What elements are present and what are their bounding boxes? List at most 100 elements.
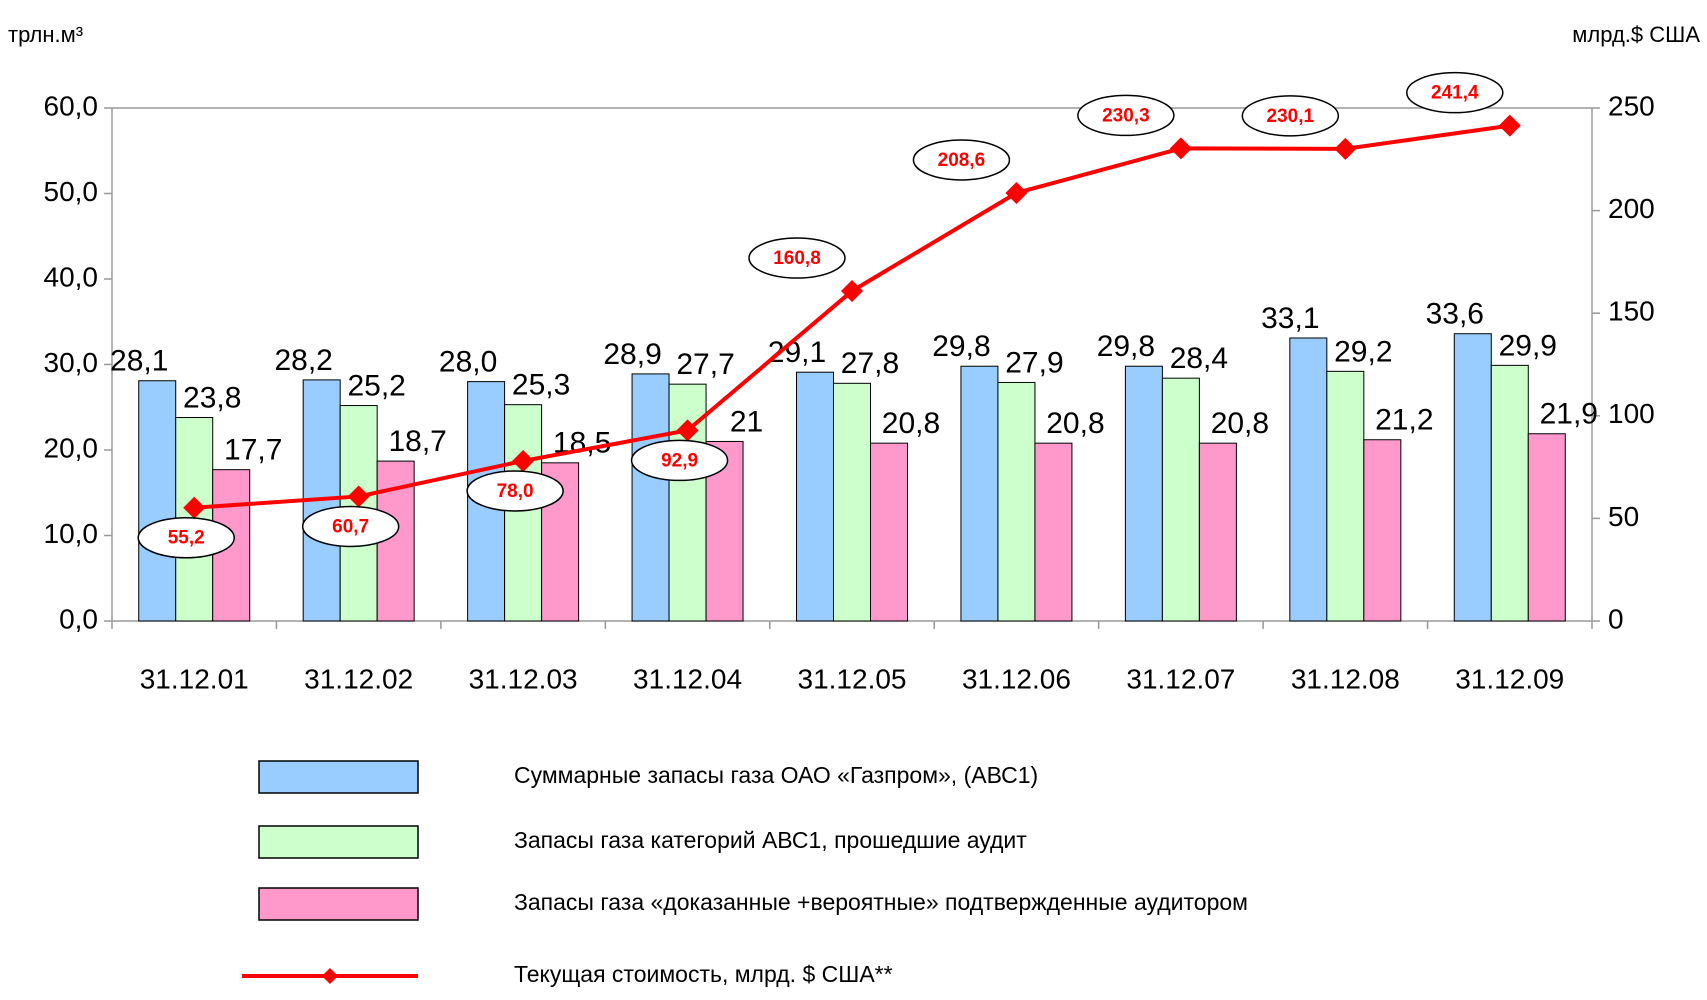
bar [870,442,908,622]
label-bubble [630,439,729,482]
label-bubble [466,470,564,512]
legend-swatch [258,760,419,794]
y-tick-label: 10,0 [44,518,99,549]
bar [796,371,834,622]
bar-value-label: 27,7 [676,348,734,381]
x-tick-label: 31.12.01 [140,663,249,694]
x-tick-label: 31.12.06 [962,663,1071,694]
line-marker [1005,181,1028,204]
bar-value-label: 29,8 [932,330,990,363]
bar-value-label: 29,8 [1097,330,1155,363]
bar-value-label: 29,2 [1334,335,1392,368]
label-bubble [1406,71,1504,114]
line-value-label: 208,6 [938,150,986,171]
bar-value-label: 27,8 [841,347,899,380]
bar-value-label: 23,8 [183,381,241,414]
line-marker [183,496,206,519]
line-marker [841,280,863,303]
y2-axis-label: млрд.$ США [1572,22,1700,47]
line-marker [512,449,535,472]
legend-label: Запасы газа «доказанные +вероятные» подт… [514,889,1248,915]
bar [1289,337,1328,622]
y-tick-label: 20,0 [44,432,99,463]
bar-value-label: 21 [730,405,763,438]
label-bubble [301,505,400,548]
x-tick-label: 31.12.08 [1291,663,1400,694]
bar [631,373,670,622]
y2-tick-label: 150 [1608,296,1655,327]
bar-value-label: 33,1 [1261,302,1319,335]
label-bubble [1241,95,1340,137]
bar-value-label: 28,2 [274,344,332,377]
x-tick-label: 31.12.02 [304,663,413,694]
bar [1453,333,1492,622]
bar-value-label: 28,4 [1170,342,1228,375]
label-bubble [748,237,846,279]
line-value-label: 60,7 [332,516,369,537]
bar [997,381,1036,622]
legend-label: Текущая стоимость, млрд. $ США** [514,961,893,987]
bar-value-label: 28,9 [603,338,661,371]
line-value-label: 230,1 [1267,106,1315,127]
bar [1198,442,1237,622]
line-value-label: 92,9 [661,450,698,471]
bar-value-label: 29,9 [1499,329,1557,362]
bar-value-label: 21,9 [1540,398,1598,431]
line-value-label: 78,0 [497,481,534,502]
y2-tick-label: 250 [1608,90,1655,121]
y-tick-label: 30,0 [44,347,99,378]
legend-marker [322,968,338,984]
line-value-label: 160,8 [773,248,821,269]
y-axis-label: трлн.м³ [8,22,83,47]
line-marker [1498,114,1521,137]
label-bubble [137,516,235,559]
line-value-label: 241,4 [1431,83,1479,104]
bar-value-label: 28,1 [110,345,168,378]
bar [1527,433,1566,622]
bar-value-label: 27,9 [1005,346,1063,379]
line-marker [1334,137,1357,160]
label-bubble [912,139,1011,181]
legend-label: Суммарные запасы газа ОАО «Газпром», (АВ… [514,762,1038,788]
x-tick-label: 31.12.04 [633,663,742,694]
y-tick-label: 60,0 [44,90,99,121]
bar-value-label: 20,8 [882,407,940,440]
y2-tick-label: 0 [1608,603,1624,634]
line-value-label: 55,2 [168,528,205,549]
line-marker [676,419,699,442]
bar [833,382,871,622]
bar-value-label: 20,8 [1211,407,1269,440]
line-value-label: 230,3 [1102,105,1150,126]
bar [1490,364,1529,622]
bar-value-label: 21,2 [1375,404,1433,437]
label-bubble [1077,94,1175,137]
bar [1124,365,1163,622]
bar [138,380,177,622]
bar [1363,439,1402,622]
y2-tick-label: 50 [1608,501,1639,532]
x-tick-label: 31.12.09 [1455,663,1564,694]
bar [1161,377,1200,622]
x-tick-label: 31.12.03 [469,663,578,694]
bar-value-label: 17,7 [224,434,282,467]
legend-swatch [258,887,419,921]
bar [504,404,543,622]
legend-label: Запасы газа категорий АВС1, прошедшие ау… [514,827,1027,853]
y2-tick-label: 100 [1608,398,1655,429]
line-marker [347,485,370,508]
y2-tick-label: 200 [1608,193,1655,224]
bar [1034,442,1073,622]
y-tick-label: 40,0 [44,261,99,292]
bar-value-label: 28,0 [439,346,497,379]
bar-value-label: 25,3 [512,369,570,402]
y-tick-label: 0,0 [59,603,98,634]
x-tick-label: 31.12.05 [798,663,907,694]
y-tick-label: 50,0 [44,176,99,207]
bar [1326,370,1365,622]
bar-value-label: 20,8 [1046,407,1104,440]
line-marker [1169,137,1192,160]
bar-value-label: 18,7 [388,425,446,458]
x-tick-label: 31.12.07 [1126,663,1235,694]
bar-value-label: 33,6 [1426,298,1484,331]
